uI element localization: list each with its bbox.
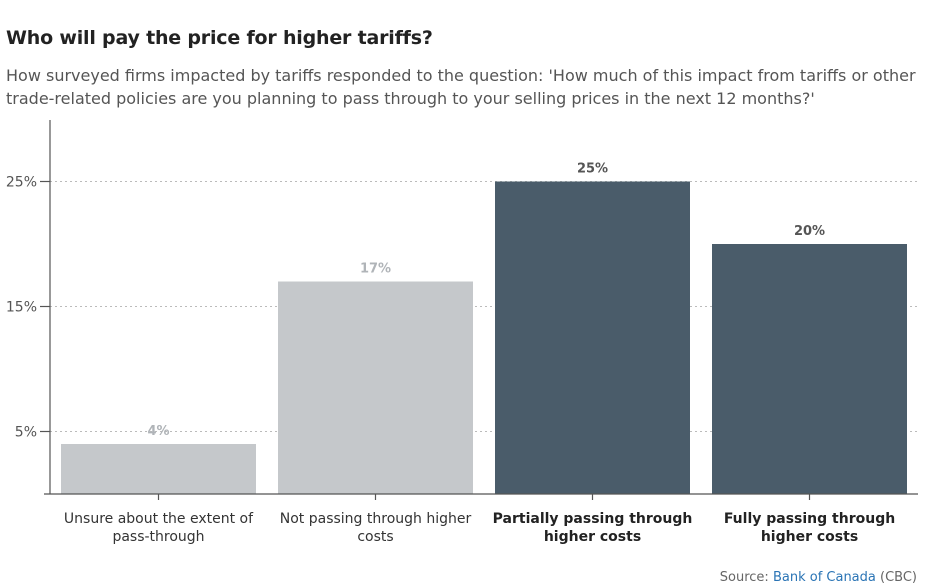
- chart-title: Who will pay the price for higher tariff…: [6, 27, 433, 49]
- x-tick-label: Partially passing through: [493, 511, 693, 527]
- data-label: 17%: [360, 262, 391, 277]
- x-tick-label: Unsure about the extent of: [64, 511, 254, 527]
- data-label: 4%: [147, 424, 169, 439]
- source-prefix: Source:: [719, 570, 773, 585]
- y-tick-label: 15%: [6, 300, 37, 316]
- source-link[interactable]: Bank of Canada: [772, 570, 876, 585]
- bar: [278, 281, 473, 494]
- data-label: 25%: [577, 162, 608, 177]
- x-tick-label: pass-through: [112, 529, 204, 545]
- chart-subtitle: How surveyed firms impacted by tariffs r…: [6, 66, 916, 108]
- bar: [495, 181, 690, 494]
- source-note: Source: Bank of Canada (CBC): [720, 570, 917, 585]
- y-tick-label: 25%: [6, 175, 37, 191]
- x-tick-label: higher costs: [761, 529, 858, 545]
- x-tick-label: costs: [357, 529, 393, 545]
- x-tick-label: Not passing through higher: [280, 511, 472, 527]
- data-label: 20%: [794, 224, 825, 239]
- bar: [61, 444, 256, 494]
- x-tick-label: higher costs: [544, 529, 641, 545]
- bar: [712, 244, 907, 494]
- source-suffix: (CBC): [875, 570, 917, 585]
- x-tick-label: Fully passing through: [724, 511, 895, 527]
- y-tick-label: 5%: [15, 425, 37, 441]
